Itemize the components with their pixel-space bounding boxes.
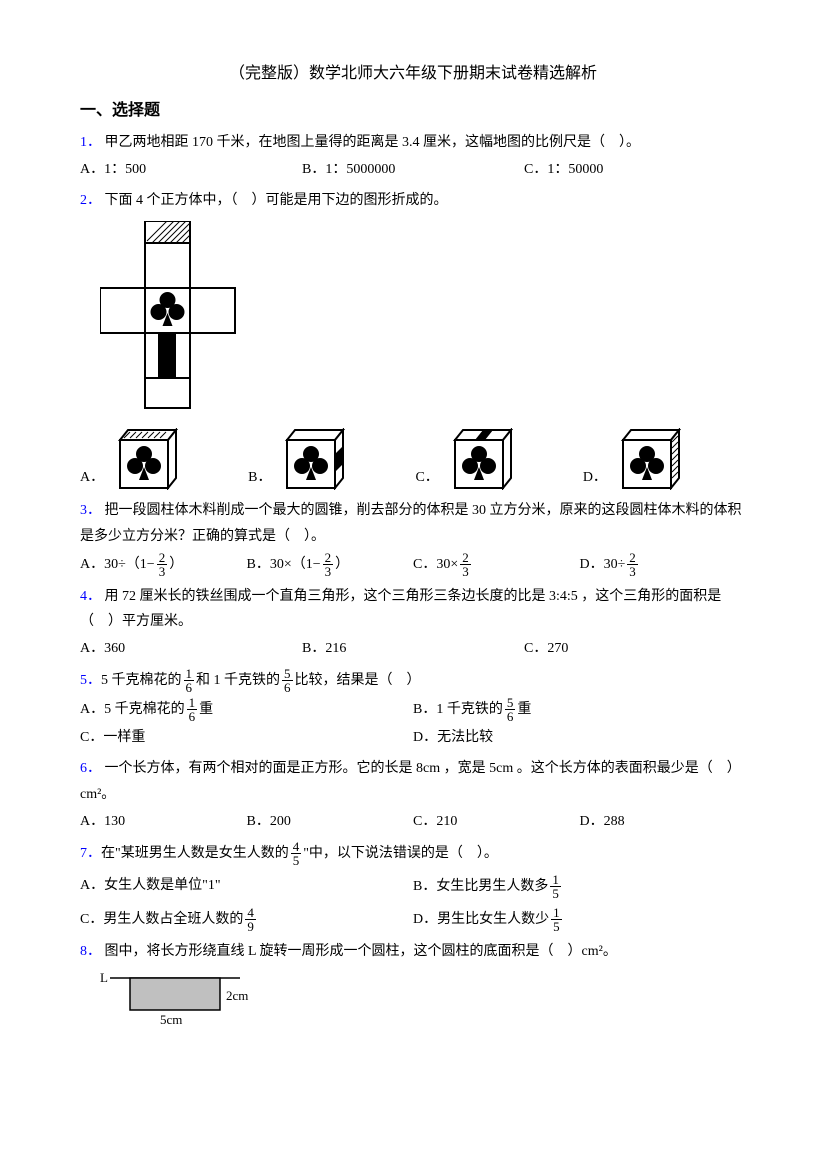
- q8-figure: L 2cm 5cm: [100, 970, 746, 1039]
- q3-opt-d: D．30÷23: [580, 551, 747, 578]
- q6-opt-b: B．200: [247, 809, 414, 834]
- q7-opt-b: B．女生比男生人数多15: [413, 873, 746, 900]
- label-2cm: 2cm: [226, 988, 248, 1003]
- q1-text: 甲乙两地相距 170 千米，在地图上量得的距离是 3.4 厘米，这幅地图的比例尺…: [105, 135, 641, 150]
- cube-c-icon: [447, 428, 513, 490]
- q6-opt-a: A．130: [80, 809, 247, 834]
- q8-number: 8．: [80, 944, 101, 959]
- q2-text: 下面 4 个正方体中，（ ）可能是用下边的图形折成的。: [105, 193, 448, 208]
- q2-opt-a-label: A．: [80, 465, 104, 490]
- q7-opt-d: D．男生比女生人数少15: [413, 906, 746, 933]
- q1-opt-b: B．1：5000000: [302, 157, 524, 182]
- q3-number: 3．: [80, 503, 101, 518]
- q7-opt-c: C．男生人数占全班人数的49: [80, 906, 413, 933]
- q2-opt-c-label: C．: [415, 465, 438, 490]
- q7-opt-a: A．女生人数是单位"1": [80, 873, 413, 900]
- q1-opt-c: C．1：50000: [524, 157, 746, 182]
- cube-b-icon: [279, 428, 345, 490]
- q2-cube-options: A． B． C．: [80, 428, 746, 490]
- question-3: 3． 把一段圆柱体木料削成一个最大的圆锥，削去部分的体积是 30 立方分米，原来…: [80, 498, 746, 577]
- question-4: 4． 用 72 厘米长的铁丝围成一个直角三角形，这个三角形三条边长度的比是 3:…: [80, 584, 746, 662]
- q4-opt-a: A．360: [80, 636, 302, 661]
- question-5: 5． 5 千克棉花的 16 和 1 千克铁的 56 比较，结果是（ ） A．5 …: [80, 667, 746, 750]
- question-1: 1． 甲乙两地相距 170 千米，在地图上量得的距离是 3.4 厘米，这幅地图的…: [80, 130, 746, 182]
- question-8: 8． 图中，将长方形绕直线 L 旋转一周形成一个圆柱，这个圆柱的底面积是（ ）c…: [80, 939, 746, 1039]
- cube-a-icon: [112, 428, 178, 490]
- q3-opt-c: C．30×23: [413, 551, 580, 578]
- q4-opt-c: C．270: [524, 636, 746, 661]
- q1-number: 1．: [80, 135, 101, 150]
- label-l: L: [100, 970, 108, 985]
- document-title: （完整版）数学北师大六年级下册期末试卷精选解析: [80, 60, 746, 89]
- question-2: 2． 下面 4 个正方体中，（ ）可能是用下边的图形折成的。: [80, 188, 746, 490]
- cube-d-icon: [615, 428, 681, 490]
- q4-number: 4．: [80, 589, 101, 604]
- q6-opt-c: C．210: [413, 809, 580, 834]
- q2-opt-b-label: B．: [248, 465, 271, 490]
- q6-opt-d: D．288: [580, 809, 747, 834]
- q3-text: 把一段圆柱体木料削成一个最大的圆锥，削去部分的体积是 30 立方分米，原来的这段…: [80, 503, 742, 543]
- label-5cm: 5cm: [160, 1012, 182, 1027]
- cube-net-figure: [100, 221, 746, 420]
- q7-number: 7．: [80, 841, 101, 866]
- q6-text: 一个长方体，有两个相对的面是正方形。它的长是 8cm ，宽是 5cm 。这个长方…: [80, 761, 741, 801]
- section-header: 一、选择题: [80, 97, 746, 126]
- q5-opt-b: B．1 千克铁的56重: [413, 696, 746, 723]
- q6-number: 6．: [80, 761, 101, 776]
- q1-opt-a: A．1：500: [80, 157, 302, 182]
- q4-text: 用 72 厘米长的铁丝围成一个直角三角形，这个三角形三条边长度的比是 3:4:5…: [80, 589, 721, 629]
- q4-opt-b: B．216: [302, 636, 524, 661]
- q3-opt-b: B．30×（1−23）: [247, 551, 414, 578]
- question-6: 6． 一个长方体，有两个相对的面是正方形。它的长是 8cm ，宽是 5cm 。这…: [80, 756, 746, 834]
- q3-opt-a: A．30÷（1−23）: [80, 551, 247, 578]
- q5-number: 5．: [80, 668, 101, 693]
- q5-opt-c: C．一样重: [80, 725, 413, 750]
- q2-number: 2．: [80, 193, 101, 208]
- q5-opt-d: D．无法比较: [413, 725, 746, 750]
- q2-opt-d-label: D．: [583, 465, 607, 490]
- q8-text: 图中，将长方形绕直线 L 旋转一周形成一个圆柱，这个圆柱的底面积是（ ）cm²。: [105, 944, 617, 959]
- q5-opt-a: A．5 千克棉花的16重: [80, 696, 413, 723]
- question-7: 7． 在"某班男生人数是女生人数的 45 "中，以下说法错误的是（ ）。 A．女…: [80, 840, 746, 933]
